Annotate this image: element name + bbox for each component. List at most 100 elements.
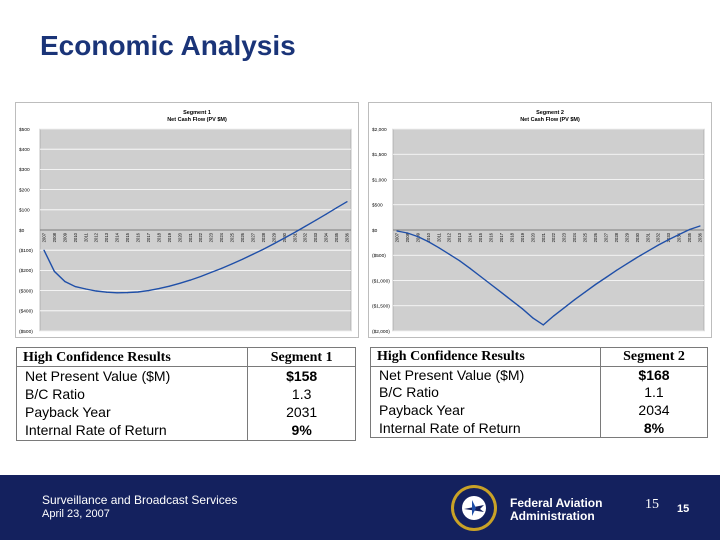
x-tick-label: 2021 [541, 232, 546, 242]
agency-name-line-2: Administration [510, 509, 595, 523]
x-tick-label: 2029 [271, 232, 276, 242]
data-point [615, 269, 618, 271]
y-tick-label: ($500) [19, 329, 33, 335]
payback-year-label: Payback Year [15, 403, 249, 422]
data-point [189, 279, 191, 281]
data-point [126, 292, 129, 294]
x-tick-label: 2023 [562, 232, 567, 242]
data-point [647, 250, 649, 252]
data-point [553, 315, 555, 317]
program-name: Surveillance and Broadcast Services [42, 493, 238, 507]
npv-value: $168 [599, 366, 709, 385]
results-header-label: High Confidence Results [370, 347, 601, 367]
x-tick-label: 2007 [395, 232, 400, 242]
x-tick-label: 2025 [230, 232, 235, 242]
x-tick-label: 2032 [656, 232, 661, 242]
x-tick-label: 2036 [698, 232, 703, 242]
y-tick-label: $500 [372, 203, 383, 209]
x-tick-label: 2008 [52, 232, 57, 242]
data-point [158, 287, 160, 290]
data-point [500, 292, 503, 294]
y-tick-label: ($2,000) [372, 329, 390, 335]
x-tick-label: 2019 [167, 232, 172, 242]
faa-seal-icon [451, 485, 497, 531]
x-tick-label: 2022 [551, 232, 556, 242]
data-point [147, 290, 150, 292]
data-point [542, 324, 544, 326]
data-point [273, 243, 275, 245]
bc-ratio-label: B/C Ratio [370, 384, 601, 402]
results-row: B/C Ratio 1.1 [370, 384, 709, 402]
x-tick-label: 2007 [42, 232, 47, 242]
chart-subtitle: Net Cash Flow (PV $M) [520, 117, 580, 123]
results-row: Payback Year 2031 [15, 403, 356, 422]
y-tick-label: $2,000 [372, 127, 387, 133]
x-tick-label: 2011 [83, 232, 88, 242]
x-tick-label: 2016 [489, 232, 494, 242]
results-row: Payback Year 2034 [370, 401, 709, 420]
segment-2-chart: Segment 2 Net Cash Flow (PV $M) $2,000 $1,5… [368, 102, 712, 338]
y-tick-label: $100 [19, 208, 30, 214]
data-point [53, 270, 56, 273]
data-point [699, 225, 701, 227]
bc-ratio-value: 1.1 [599, 384, 709, 402]
x-tick-label: 2023 [209, 232, 214, 242]
data-point [688, 228, 691, 231]
data-point [406, 232, 409, 234]
data-point [574, 299, 576, 301]
data-point [594, 283, 597, 286]
data-point [521, 308, 523, 310]
x-tick-label: 2027 [250, 232, 255, 242]
x-tick-label: 2028 [261, 232, 266, 242]
data-point [417, 235, 419, 238]
x-tick-label: 2024 [572, 232, 577, 242]
x-tick-label: 2031 [292, 232, 297, 242]
results-header-row: High Confidence Results Segment 1 [15, 346, 356, 368]
footer-bar: Surveillance and Broadcast Services Apri… [0, 475, 720, 540]
segment-1-results-table: High Confidence Results Segment 1 Net Pr… [15, 346, 356, 441]
x-tick-label: 2014 [468, 232, 473, 242]
data-point [668, 238, 670, 241]
x-tick-label: 2034 [677, 232, 682, 242]
payback-year-label: Payback Year [370, 401, 601, 420]
x-tick-label: 2027 [603, 232, 608, 242]
x-tick-label: 2011 [436, 232, 441, 242]
x-tick-label: 2015 [478, 232, 483, 242]
results-row: Net Present Value ($M) $168 [370, 366, 709, 385]
x-tick-label: 2020 [530, 232, 535, 242]
data-point [346, 201, 348, 203]
data-point [469, 267, 471, 269]
data-point [168, 285, 170, 287]
y-tick-label: $0 [19, 228, 25, 234]
x-tick-label: 2026 [240, 232, 245, 242]
data-point [85, 288, 87, 290]
x-tick-label: 2029 [624, 232, 629, 242]
data-point [448, 253, 450, 255]
bc-ratio-value: 1.3 [247, 385, 356, 404]
x-tick-label: 2030 [635, 232, 640, 242]
results-row: Internal Rate of Return 9% [15, 421, 356, 441]
data-point [64, 280, 66, 283]
x-tick-label: 2019 [520, 232, 525, 242]
results-header-row: High Confidence Results Segment 2 [370, 347, 709, 367]
x-tick-label: 2018 [156, 232, 161, 242]
results-row: Internal Rate of Return 8% [370, 419, 709, 439]
data-point [532, 317, 534, 319]
data-point [116, 292, 118, 294]
data-point [657, 244, 659, 246]
npv-label: Net Present Value ($M) [15, 366, 249, 386]
x-tick-label: 2033 [313, 232, 318, 242]
y-tick-label: ($400) [19, 309, 33, 315]
segment-2-results-table: High Confidence Results Segment 2 Net Pr… [370, 347, 709, 439]
data-point [438, 247, 440, 249]
slide-title: Economic Analysis [40, 30, 296, 61]
x-tick-label: 2035 [687, 232, 692, 242]
x-tick-label: 2021 [188, 232, 193, 242]
x-tick-label: 2035 [334, 232, 339, 242]
payback-year-value: 2034 [599, 401, 709, 420]
data-point [200, 275, 202, 278]
irr-label: Internal Rate of Return [15, 421, 249, 441]
data-point [106, 291, 108, 293]
x-tick-label: 2033 [666, 232, 671, 242]
